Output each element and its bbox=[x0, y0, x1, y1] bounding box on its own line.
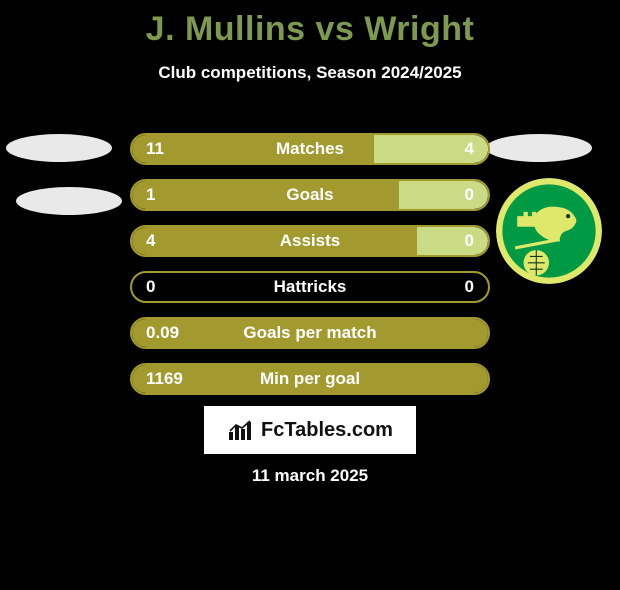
stat-label: Matches bbox=[132, 139, 488, 159]
stat-label: Min per goal bbox=[132, 369, 488, 389]
stat-row-matches: 11 Matches 4 bbox=[130, 133, 490, 165]
player2-crest bbox=[496, 178, 602, 284]
player2-value: 4 bbox=[465, 139, 474, 159]
stat-row-hattricks: 0 Hattricks 0 bbox=[130, 271, 490, 303]
bars-icon bbox=[227, 418, 255, 442]
logo-text: FcTables.com bbox=[261, 419, 393, 442]
generated-date: 11 march 2025 bbox=[0, 466, 620, 486]
player2-ellipse bbox=[486, 134, 592, 162]
stat-label: Goals bbox=[132, 185, 488, 205]
stat-row-goals: 1 Goals 0 bbox=[130, 179, 490, 211]
stat-row-min-per-goal: 1169 Min per goal bbox=[130, 363, 490, 395]
stat-label: Goals per match bbox=[132, 323, 488, 343]
stat-row-assists: 4 Assists 0 bbox=[130, 225, 490, 257]
player1-ellipse-2 bbox=[16, 187, 122, 215]
player2-value: 0 bbox=[465, 185, 474, 205]
stats-table: 11 Matches 4 1 Goals 0 4 Assists 0 0 Hat… bbox=[130, 10, 490, 410]
player2-value: 0 bbox=[465, 231, 474, 251]
stat-label: Assists bbox=[132, 231, 488, 251]
player2-value: 0 bbox=[465, 277, 474, 297]
player1-ellipse-1 bbox=[6, 134, 112, 162]
fctables-logo: FcTables.com bbox=[204, 406, 416, 454]
stat-row-goals-per-match: 0.09 Goals per match bbox=[130, 317, 490, 349]
club-crest-icon bbox=[496, 178, 602, 284]
stat-label: Hattricks bbox=[132, 277, 488, 297]
